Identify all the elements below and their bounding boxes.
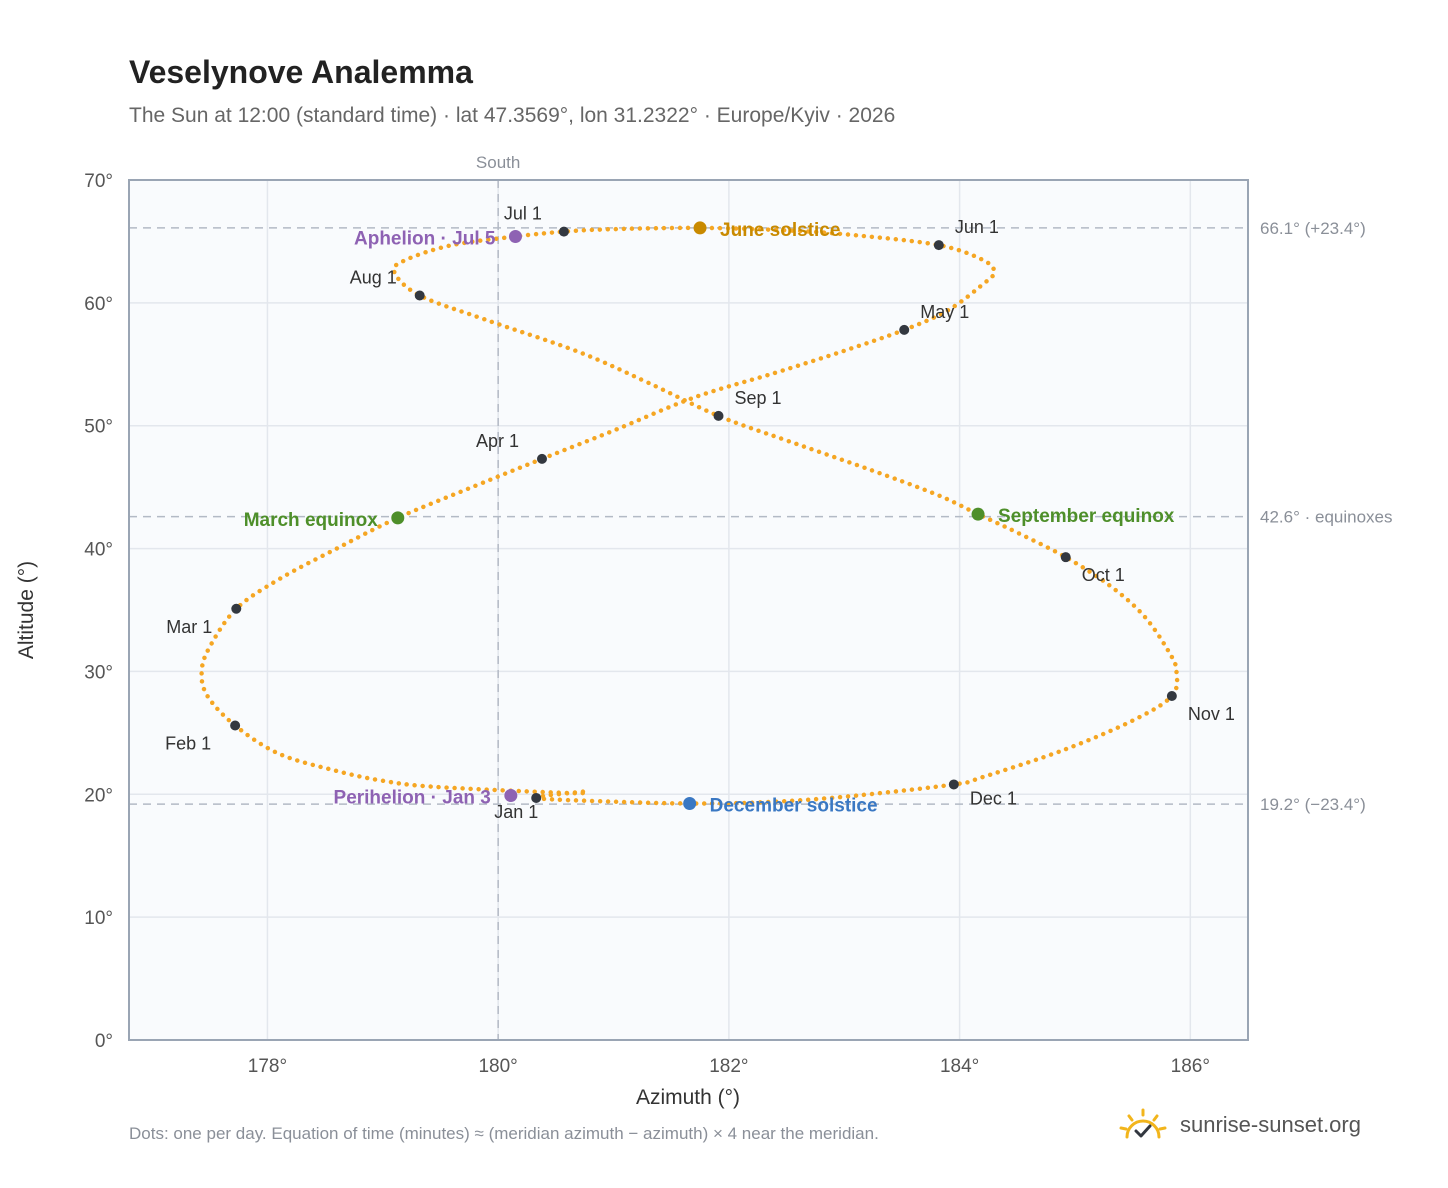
month-marker — [558, 226, 569, 237]
x-axis-title: Azimuth (°) — [636, 1086, 740, 1109]
month-marker — [230, 720, 241, 731]
event-marker — [971, 507, 985, 521]
event-marker — [504, 789, 518, 803]
month-label: Jul 1 — [504, 204, 542, 224]
month-marker — [899, 324, 910, 335]
chart-title: Veselynove Analemma — [129, 54, 473, 90]
y-tick-label: 50° — [84, 417, 113, 438]
y-tick-label: 0° — [95, 1031, 113, 1052]
month-marker — [1060, 552, 1071, 563]
month-marker — [231, 603, 242, 614]
event-markers: June solstice December solstice March equi… — [244, 220, 1175, 817]
month-marker — [414, 290, 425, 301]
month-label: Nov 1 — [1188, 704, 1235, 724]
month-marker — [948, 779, 959, 790]
y-tick-label: 30° — [84, 662, 113, 683]
month-label: Oct 1 — [1082, 565, 1125, 585]
month-label: Aug 1 — [350, 267, 397, 287]
month-label: Jan 1 — [494, 802, 538, 822]
axis-ticks: 178° 180° 182° 184° 186° 0° 10° 20° 30° 40° 50° 60°… — [84, 171, 1210, 1077]
x-tick-label: 186° — [1171, 1056, 1210, 1077]
event-label: Aphelion · Jul 5 — [354, 229, 496, 250]
month-marker — [531, 792, 542, 803]
month-marker — [713, 410, 724, 421]
event-label: March equinox — [244, 510, 379, 531]
event-label: September equinox — [998, 506, 1175, 527]
month-label: Apr 1 — [476, 431, 519, 451]
brand-name: sunrise-sunset.org — [1180, 1112, 1361, 1137]
y-tick-label: 10° — [84, 908, 113, 929]
daily-path — [199, 225, 1180, 806]
y-tick-label: 70° — [84, 171, 113, 192]
event-marker — [508, 230, 522, 244]
analemma-path — [199, 225, 1180, 806]
reference-line-label: 42.6° · equinoxes — [1260, 508, 1393, 527]
plot-area — [129, 180, 1248, 1040]
month-marker — [1166, 691, 1177, 701]
month-label: Feb 1 — [165, 733, 211, 753]
plot-frame — [128, 179, 1249, 1041]
y-tick-label: 60° — [84, 294, 113, 315]
reference-line-label: 19.2° (−23.4°) — [1260, 795, 1366, 814]
x-tick-label: 184° — [940, 1056, 979, 1077]
event-label: Perihelion · Jan 3 — [334, 788, 491, 809]
south-label: South — [476, 153, 520, 172]
month-label: Mar 1 — [166, 617, 212, 637]
month-marker — [933, 240, 944, 251]
event-marker — [683, 797, 697, 810]
x-tick-label: 178° — [248, 1056, 287, 1077]
month-marker — [536, 453, 547, 464]
event-marker — [693, 221, 707, 235]
reference-line-label: 66.1° (+23.4°) — [1260, 219, 1366, 238]
month-label: Sep 1 — [734, 388, 781, 408]
x-tick-label: 180° — [478, 1056, 517, 1077]
reference-lines: South 66.1° (+23.4°) 42.6° · equinoxes 19.2… — [129, 153, 1393, 1040]
month-label: Jun 1 — [955, 217, 999, 237]
brand-logo[interactable]: sunrise-sunset.org — [1118, 1100, 1361, 1150]
event-marker — [391, 511, 405, 525]
footnote: Dots: one per day. Equation of time (min… — [129, 1124, 879, 1143]
y-tick-label: 40° — [84, 540, 113, 561]
month-markers: Jan 1 Feb 1 Mar 1 Apr 1 May 1 Jun 1 Jul 1 Aug 1… — [165, 204, 1235, 822]
sun-check-icon — [1119, 1108, 1167, 1139]
month-label: Dec 1 — [970, 788, 1017, 808]
y-axis-title: Altitude (°) — [15, 561, 38, 659]
event-label: December solstice — [710, 796, 878, 817]
month-label: May 1 — [920, 302, 969, 322]
x-tick-label: 182° — [709, 1056, 748, 1077]
event-label: June solstice — [720, 220, 840, 241]
chart-subtitle: The Sun at 12:00 (standard time) · lat 4… — [129, 104, 896, 127]
y-tick-label: 20° — [84, 785, 113, 806]
